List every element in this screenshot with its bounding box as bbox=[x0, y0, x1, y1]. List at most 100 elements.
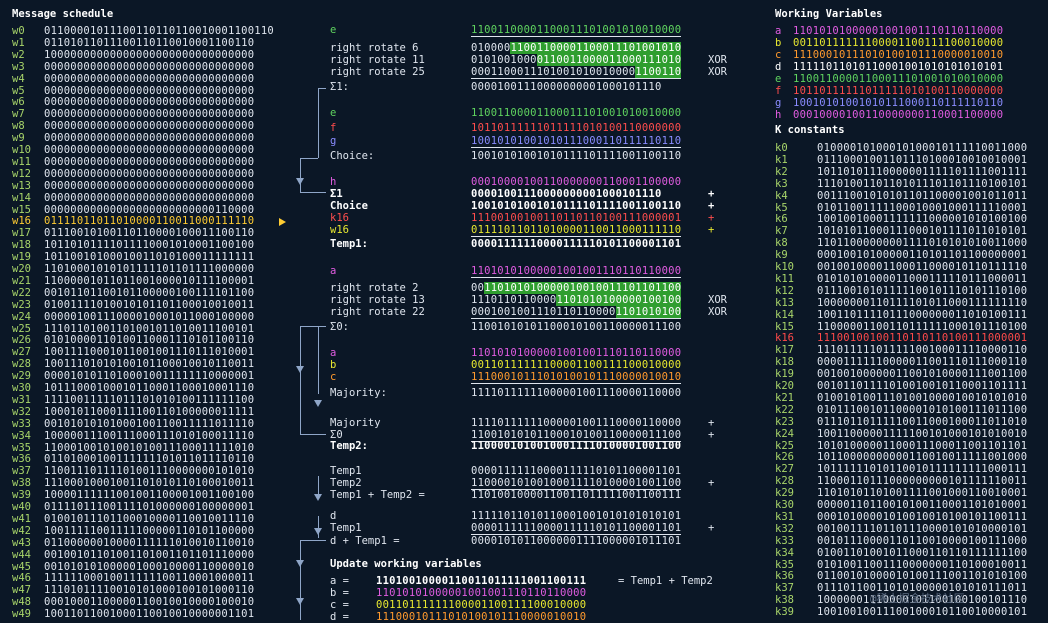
k-constant-row: k0 01000010100010100010111110011000 bbox=[775, 142, 1027, 154]
message-word-bits: 00101010100000100010000110000010 bbox=[44, 560, 255, 573]
k-constant-index: k21 bbox=[775, 391, 794, 404]
step-label: Temp1 bbox=[330, 522, 362, 534]
flow-line bbox=[300, 326, 301, 434]
step-row: Σ0: 11001010101100010100110000011100 bbox=[0, 321, 681, 333]
message-word-index: w11 bbox=[12, 155, 31, 168]
k-constant-bits: 11011000000001111010101010011000 bbox=[817, 237, 1028, 250]
k-constant-row: k16 11100100100110110110100111000001 bbox=[775, 332, 1027, 344]
flow-arrow-icon bbox=[296, 366, 304, 373]
message-word-bits: 01010000110100110001110101100110 bbox=[44, 334, 255, 347]
step-row: Σ0 11001010101100010100110000011100 + bbox=[0, 429, 714, 442]
k-constant-index: k4 bbox=[775, 189, 788, 202]
working-variable-row: g 10010101001010111000110111110110 bbox=[775, 97, 1003, 109]
message-word-bits: 10000011100111000111010100011110 bbox=[44, 429, 255, 442]
step-label: b bbox=[330, 359, 337, 371]
k-constant-bits: 10101011000111000101111011010101 bbox=[817, 225, 1028, 238]
k-constant-bits: 01110001001101110100010010010001 bbox=[817, 153, 1028, 166]
update-note: = Temp1 + Temp2 bbox=[618, 575, 713, 587]
message-word-row: w42 10011111001111100000110101100000 bbox=[12, 525, 254, 537]
working-variable-name: f bbox=[775, 85, 782, 97]
message-word-bits: 01110010100110110000100011100110 bbox=[44, 227, 255, 240]
k-constant-row: k22 01011100101100001010100111011100 bbox=[775, 404, 1027, 416]
working-variable-bits: 11111011010110001001010101010101 bbox=[793, 61, 1004, 73]
k-constant-bits: 01001101001011000110110111111100 bbox=[817, 546, 1028, 559]
message-word-bits: 11000100101001010011100011111010 bbox=[44, 441, 255, 454]
k-constant-index: k34 bbox=[775, 546, 794, 559]
message-word-row: w5 00000000000000000000000000000000 bbox=[12, 85, 254, 97]
k-constant-row: k37 01110110011010100000101010111011 bbox=[775, 582, 1027, 594]
message-word-row: w32 10001011000111100110100000011111 bbox=[12, 406, 254, 418]
k-constant-index: k35 bbox=[775, 558, 794, 571]
step-bits: 00001111110000111110101100001101 bbox=[471, 522, 682, 535]
step-label: right rotate 22 bbox=[330, 306, 425, 318]
message-word-index: w8 bbox=[12, 120, 25, 133]
message-word-bits: 10011011001000110010010000001101 bbox=[44, 608, 255, 621]
step-row: d 11111011010110001001010101010101 bbox=[0, 510, 681, 522]
message-word-bits: 00101010101000100110011111011110 bbox=[44, 417, 255, 430]
k-constant-row: k15 11000001100110111111000101110100 bbox=[775, 321, 1027, 333]
message-word-bits: 00000000000000000000000000000000 bbox=[44, 108, 255, 121]
k-constant-bits: 11000110111000000000101111110011 bbox=[817, 475, 1028, 488]
message-word-row: w22 00101101100101100000100111101100 bbox=[12, 287, 254, 299]
step-label: Temp1 + Temp2 = bbox=[330, 489, 425, 501]
k-constant-bits: 00101110000110110010000100111000 bbox=[817, 534, 1028, 547]
k-constant-bits: 00100100000011001010000111001100 bbox=[817, 368, 1028, 381]
message-word-index: w16 bbox=[12, 215, 31, 228]
k-constant-row: k18 00001111110000011001110111000110 bbox=[775, 356, 1027, 368]
message-word-index: w45 bbox=[12, 560, 31, 573]
k-constant-row: k38 10000001110000101100100100101110 bbox=[775, 594, 1027, 606]
step-row: h 00010000100110000000110001100000 bbox=[0, 176, 681, 188]
k-constant-index: k23 bbox=[775, 415, 794, 428]
k-constant-index: k37 bbox=[775, 582, 794, 595]
k-constant-index: k0 bbox=[775, 142, 788, 154]
k-constant-row: k28 11000110111000000000101111110011 bbox=[775, 475, 1027, 487]
k-constant-index: k39 bbox=[775, 606, 794, 619]
message-word-row: w30 10111000100010110001100010001110 bbox=[12, 382, 254, 394]
step-label: right rotate 13 bbox=[330, 294, 425, 306]
k-constant-index: k26 bbox=[775, 451, 794, 464]
message-word-row: w36 01101000100111111101011011110110 bbox=[12, 453, 254, 465]
k-constant-row: k36 01100101000010100111001101010100 bbox=[775, 570, 1027, 582]
message-word-bits: 00000000000000000000000000000000 bbox=[44, 191, 255, 204]
k-constant-index: k12 bbox=[775, 284, 794, 297]
step-bits: 01010010000110011000011000111010 bbox=[471, 54, 682, 66]
k-constant-bits: 01010011001110000000110100010011 bbox=[817, 558, 1028, 571]
k-constant-bits: 11101111101111100100011110000110 bbox=[817, 344, 1028, 357]
k-constant-index: k5 bbox=[775, 201, 788, 214]
message-word-index: w5 bbox=[12, 84, 25, 97]
k-constant-index: k32 bbox=[775, 522, 794, 535]
bits-plain: 0001001001110110110000 bbox=[471, 306, 616, 318]
k-constant-row: k11 01010101000011000111110111000011 bbox=[775, 273, 1027, 285]
step-label: h bbox=[330, 176, 337, 188]
message-word-index: w22 bbox=[12, 286, 31, 299]
k-constant-bits: 00010010100000110101101100000001 bbox=[817, 249, 1028, 262]
k-constant-bits: 00111001010101101100001001011011 bbox=[817, 189, 1028, 202]
message-word-index: w33 bbox=[12, 417, 31, 430]
working-variable-name: g bbox=[775, 97, 782, 109]
step-label: Temp1 bbox=[330, 465, 362, 477]
step-operator: + bbox=[708, 417, 715, 429]
step-label: Temp2: bbox=[330, 440, 368, 452]
working-variable-row: f 10110111111011111010100110000000 bbox=[775, 85, 1003, 97]
step-bits: 11100010111010100101110000010010 bbox=[471, 371, 682, 384]
step-row: a 11010101000001001001110110110000 bbox=[0, 265, 682, 278]
k-constant-row: k25 10101000001100011100011001101101 bbox=[775, 440, 1027, 452]
step-bits: 11010010000110011011111001100111 bbox=[471, 489, 682, 501]
step-label: Choice bbox=[330, 200, 368, 212]
message-word-bits: 00000100111000010001011000100000 bbox=[44, 310, 255, 323]
k-constant-row: k5 01011001111100010001000111110001 bbox=[775, 202, 1027, 214]
step-row: Majority: 1111011111100000100111000011000… bbox=[0, 387, 681, 399]
message-word-index: w14 bbox=[12, 191, 31, 204]
message-word-row: w17 01110010100110110000100011100110 bbox=[12, 227, 254, 239]
message-word-index: w49 bbox=[12, 608, 31, 621]
message-word-row: w31 11110011111011101010100111111100 bbox=[12, 394, 254, 406]
flow-line bbox=[300, 540, 326, 541]
message-word-index: w46 bbox=[12, 572, 31, 585]
k-constant-row: k39 10010010011100100010110010000101 bbox=[775, 606, 1027, 618]
step-row: Temp1 00001111110000111110101100001101 + bbox=[0, 522, 714, 535]
k-constant-bits: 01011100101100001010100111011100 bbox=[817, 403, 1028, 416]
message-word-bits: 00000000000000000000000000000000 bbox=[44, 179, 255, 192]
message-word-row: w21 11000001011011001000010111100001 bbox=[12, 275, 254, 287]
step-row: right rotate 13 1110110110000110101010000… bbox=[0, 294, 727, 306]
k-constant-bits: 00100111101101110000101010000101 bbox=[817, 522, 1028, 535]
